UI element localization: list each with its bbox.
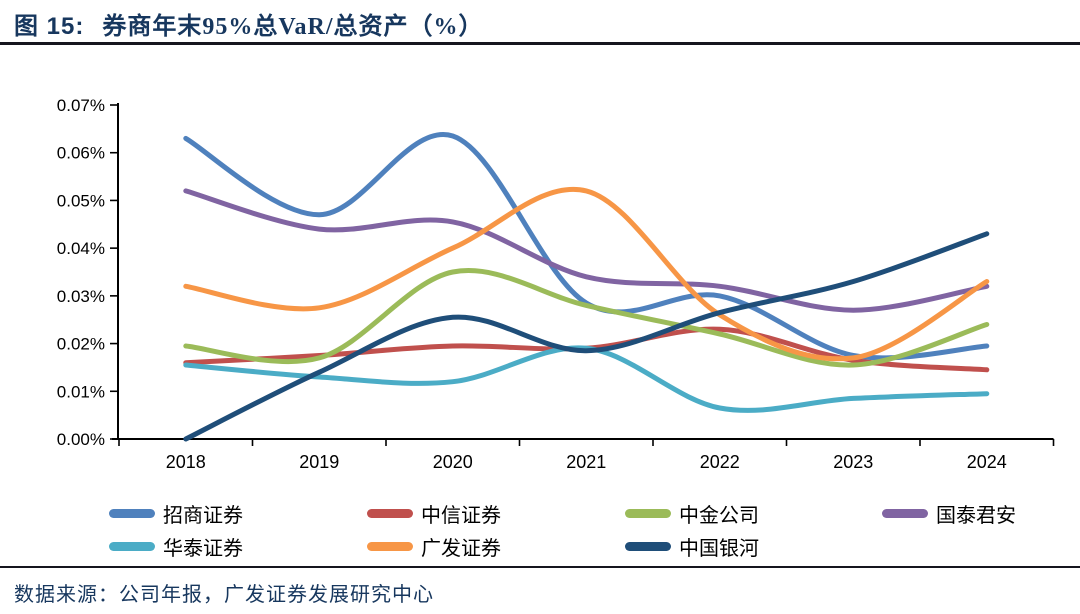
legend-label: 中金公司 (679, 504, 759, 527)
legend-swatch-icon (367, 541, 413, 551)
legend-label: 招商证券 (163, 504, 243, 527)
data-source-text: 数据来源：公司年报，广发证券发展研究中心 (14, 584, 434, 606)
title-divider (0, 42, 1080, 45)
y-tick-label: 0.01% (57, 382, 105, 401)
x-tick-label: 2020 (433, 452, 473, 472)
series-line-0 (183, 131, 990, 361)
legend-swatch-icon (109, 508, 155, 518)
series-line-6 (183, 231, 990, 442)
footer-divider (0, 566, 1080, 568)
y-tick-label: 0.00% (57, 430, 105, 449)
x-tick-label: 2018 (166, 452, 206, 472)
legend-swatch-icon (109, 541, 155, 551)
x-tick-label: 2024 (967, 452, 1007, 472)
legend-label: 广发证券 (421, 537, 501, 560)
series-line-3 (183, 188, 990, 313)
legend-label: 中国银河 (679, 537, 759, 560)
x-tick-label: 2023 (833, 452, 873, 472)
series-line-5 (183, 186, 990, 362)
x-tick-label: 2022 (700, 452, 740, 472)
legend-item-6: 中国银河 (625, 535, 759, 560)
y-tick-label: 0.07% (57, 96, 105, 115)
legend-swatch-icon (367, 508, 413, 518)
y-tick-label: 0.06% (57, 144, 105, 163)
legend-label: 华泰证券 (163, 537, 243, 560)
legend-swatch-icon (625, 541, 671, 551)
legend-label: 国泰君安 (936, 504, 1016, 527)
y-tick-label: 0.03% (57, 287, 105, 306)
legend-label: 中信证券 (421, 504, 501, 527)
legend-swatch-icon (882, 508, 928, 518)
y-tick-label: 0.05% (57, 191, 105, 210)
legend-item-1: 中信证券 (367, 502, 501, 527)
x-tick-label: 2019 (299, 452, 339, 472)
legend-item-0: 招商证券 (109, 502, 243, 527)
legend-swatch-icon (625, 508, 671, 518)
legend-item-5: 广发证券 (367, 535, 501, 560)
x-tick-label: 2021 (566, 452, 606, 472)
y-tick-label: 0.04% (57, 239, 105, 258)
figure-title-text: 券商年末95%总VaR/总资产（%） (102, 14, 484, 40)
legend-item-3: 国泰君安 (882, 502, 1016, 527)
legend-item-4: 华泰证券 (109, 535, 243, 560)
series-line-2 (183, 268, 990, 368)
y-tick-label: 0.02% (57, 335, 105, 354)
figure-number: 图 15: (14, 13, 85, 40)
legend-item-2: 中金公司 (625, 502, 759, 527)
figure-title: 图 15: 券商年末95%总VaR/总资产（%） (14, 6, 484, 41)
